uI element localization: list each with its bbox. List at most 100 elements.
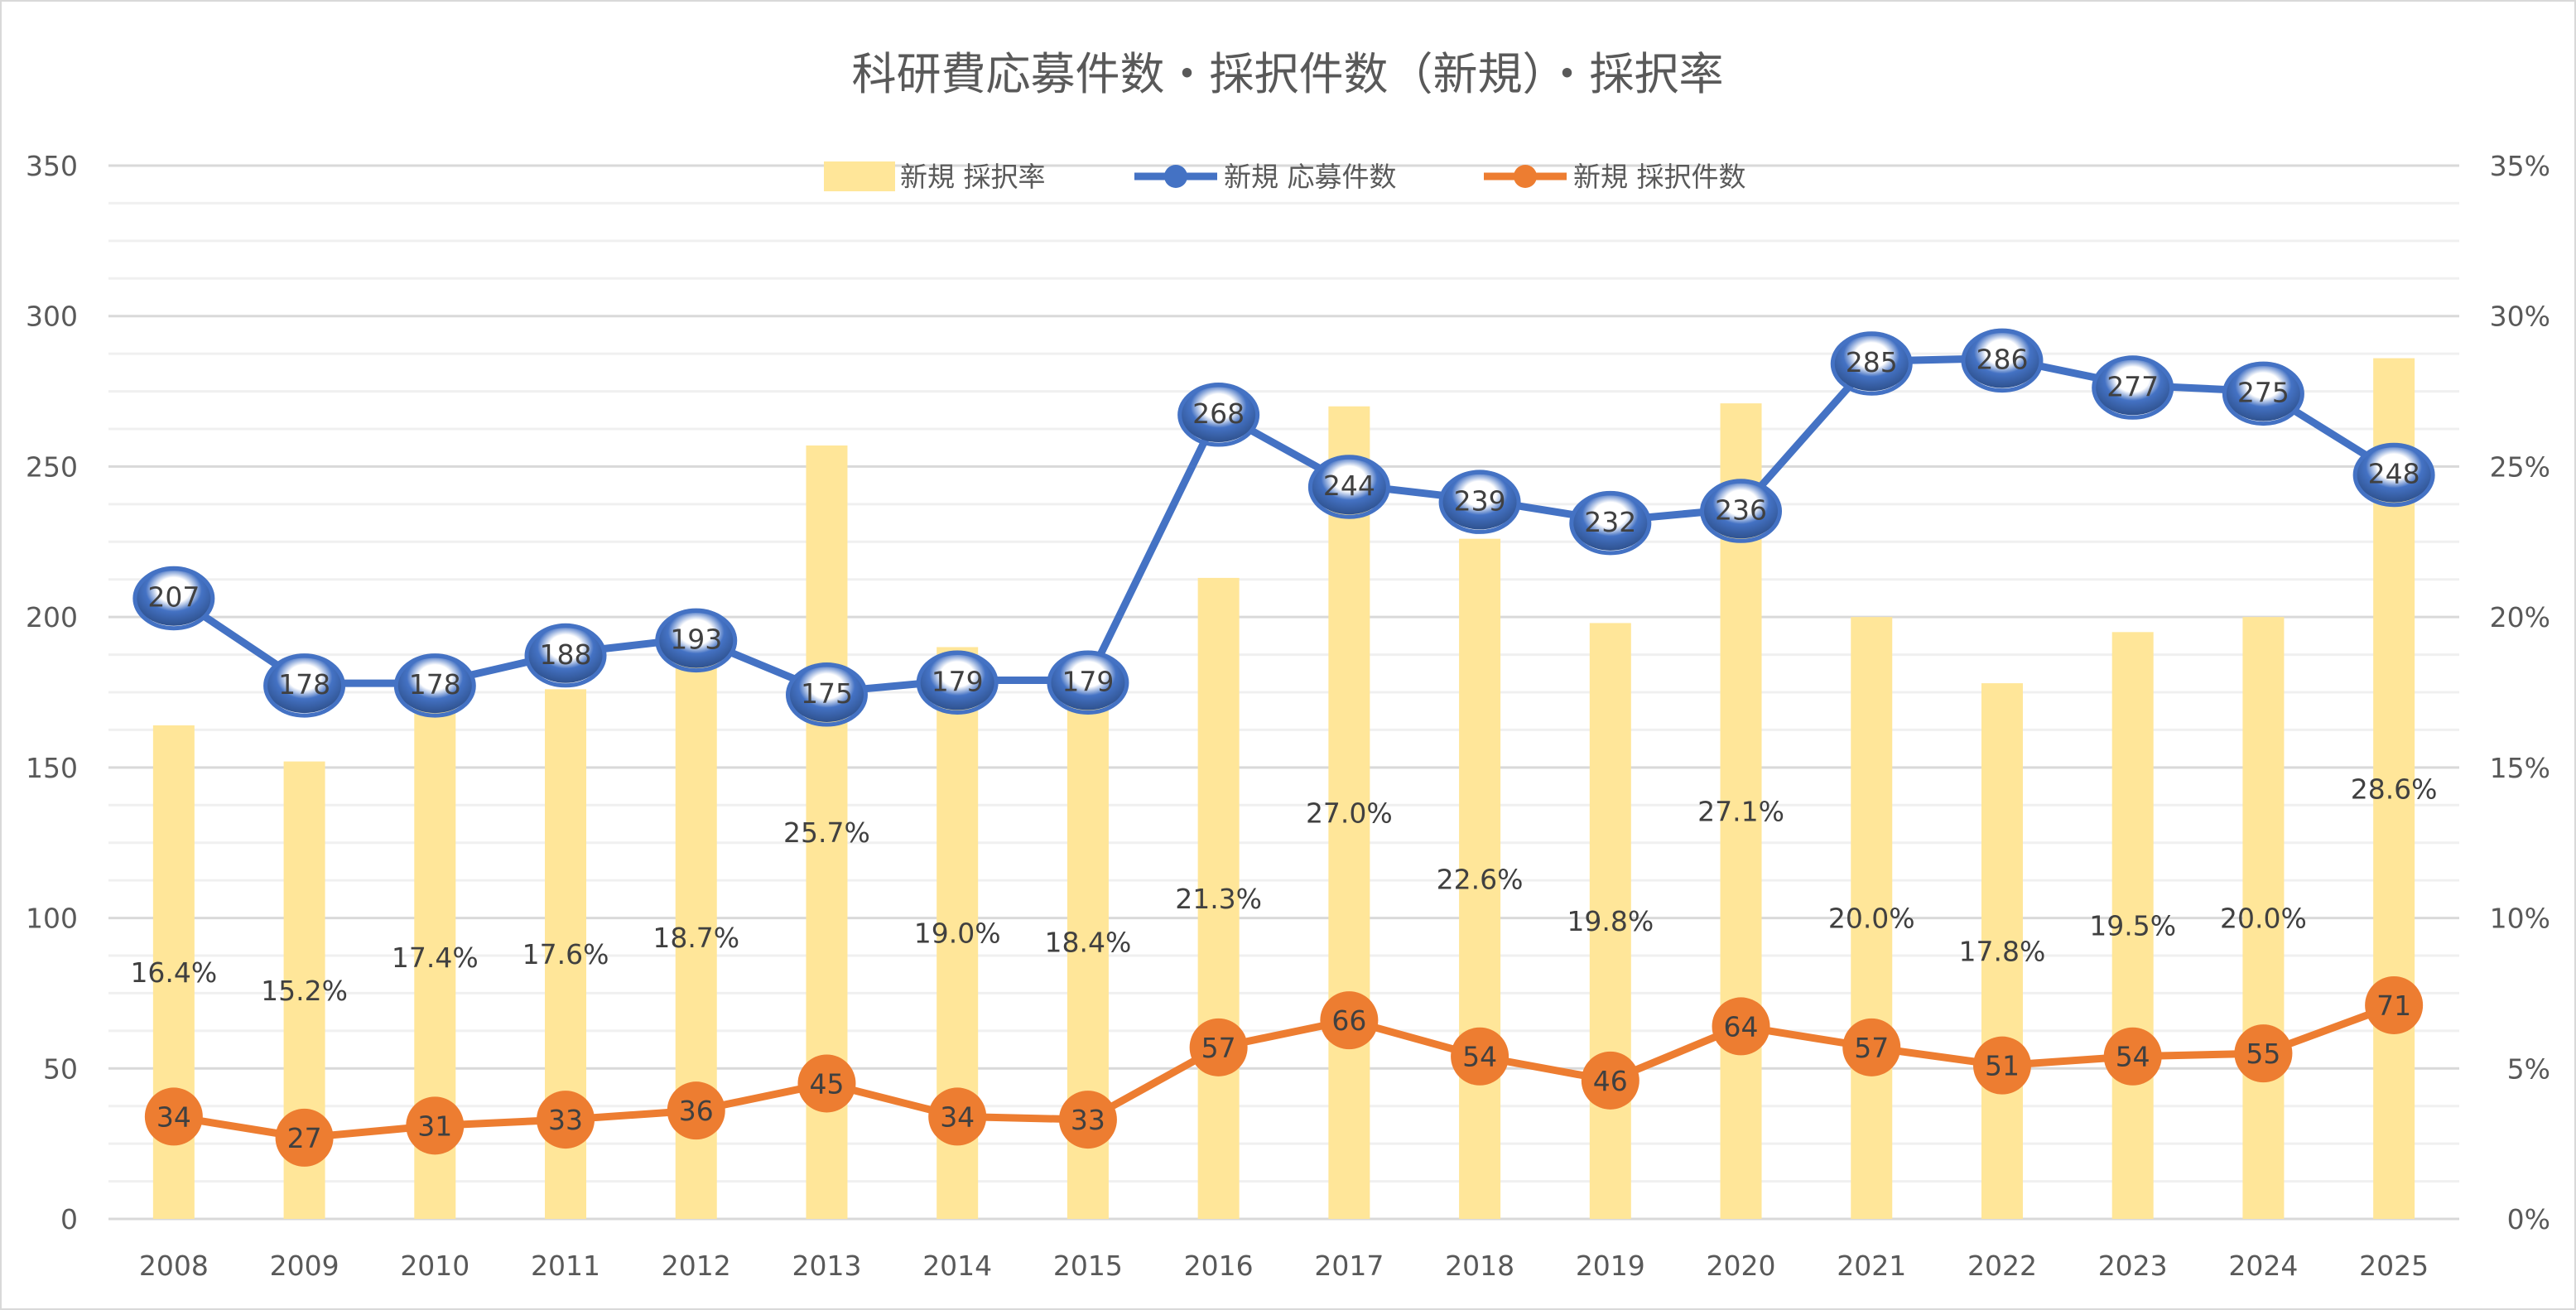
applications-label: 239 xyxy=(1454,484,1506,517)
applications-marker xyxy=(1832,331,1911,392)
left-axis-tick: 300 xyxy=(26,301,78,333)
applications-label: 175 xyxy=(801,677,853,710)
applications-marker xyxy=(787,662,866,722)
rate-bar xyxy=(1459,538,1501,1219)
adopted-marker xyxy=(1712,997,1770,1056)
applications-marker xyxy=(2224,361,2303,421)
applications-marker-ring xyxy=(263,653,346,718)
applications-label: 193 xyxy=(670,624,722,656)
applications-marker-ring xyxy=(1700,479,1783,543)
adopted-marker xyxy=(797,1054,856,1113)
adopted-marker xyxy=(1972,1036,2031,1095)
adopted-marker xyxy=(1320,991,1379,1050)
adopted-label: 31 xyxy=(417,1110,452,1142)
applications-label: 178 xyxy=(409,668,461,701)
x-axis-tick: 2017 xyxy=(1314,1250,1384,1282)
rate-bar xyxy=(2111,632,2154,1219)
right-axis-tick: 15% xyxy=(2490,752,2550,784)
applications-marker-ring xyxy=(1830,331,1913,396)
x-axis-tick: 2022 xyxy=(1967,1250,2037,1282)
x-axis-tick: 2025 xyxy=(2359,1250,2429,1282)
adopted-label: 34 xyxy=(156,1100,191,1133)
rate-bar-label: 22.6% xyxy=(1437,863,1524,895)
applications-marker-ring xyxy=(524,624,607,688)
applications-label: 236 xyxy=(1715,494,1767,526)
applications-marker-ring xyxy=(2352,443,2435,508)
right-axis-tick: 35% xyxy=(2490,150,2550,182)
left-axis-tick: 200 xyxy=(26,601,78,633)
adopted-marker xyxy=(406,1096,465,1155)
series-lines: 207 178 178 188 193 175 179 179 268 244 239 232 236 2… xyxy=(132,328,2435,1167)
adopted-label: 57 xyxy=(1854,1032,1889,1064)
x-axis-tick: 2013 xyxy=(792,1250,861,1282)
adopted-label: 57 xyxy=(1201,1032,1236,1064)
x-axis-tick: 2024 xyxy=(2228,1250,2298,1282)
rate-bar-label: 21.3% xyxy=(1175,883,1262,915)
legend-label-rate: 新規 採択率 xyxy=(900,161,1046,193)
adopted-label: 34 xyxy=(940,1100,975,1133)
applications-marker xyxy=(918,650,997,710)
applications-marker-ring xyxy=(1307,455,1390,519)
adopted-label: 27 xyxy=(287,1122,322,1154)
left-axis-tick: 100 xyxy=(26,903,78,935)
applications-marker-ring xyxy=(1047,650,1129,715)
adopted-label: 55 xyxy=(2246,1038,2280,1070)
x-axis-tick: 2010 xyxy=(400,1250,469,1282)
legend: 新規 採択率 新規 応募件数 新規 採択件数 xyxy=(824,161,1746,193)
applications-marker-ring xyxy=(916,650,999,715)
applications-label: 232 xyxy=(1584,506,1636,538)
applications-label: 268 xyxy=(1192,397,1245,430)
applications-line xyxy=(171,354,2396,696)
right-axis-tick: 10% xyxy=(2490,903,2550,935)
applications-marker xyxy=(1441,470,1519,530)
rate-bar xyxy=(1851,617,1893,1219)
adopted-label: 36 xyxy=(679,1095,714,1127)
applications-marker xyxy=(1571,490,1649,551)
adopted-label: 71 xyxy=(2376,990,2411,1022)
x-axis-tick: 2019 xyxy=(1576,1250,1645,1282)
rate-bar-label: 17.8% xyxy=(1959,936,2046,968)
x-axis-tick: 2021 xyxy=(1837,1250,1906,1282)
x-axis-tick: 2023 xyxy=(2098,1250,2168,1282)
applications-label: 179 xyxy=(932,665,984,697)
applications-label: 178 xyxy=(278,668,330,701)
right-axis-tick: 30% xyxy=(2490,301,2550,333)
rate-bar xyxy=(1328,406,1370,1219)
rate-bar-label: 17.6% xyxy=(522,938,609,970)
applications-label: 207 xyxy=(147,581,200,614)
left-axis-tick: 0 xyxy=(60,1203,78,1235)
applications-label: 277 xyxy=(2107,370,2159,402)
x-axis-tick: 2011 xyxy=(531,1250,600,1282)
applications-marker xyxy=(265,653,344,714)
rate-bar-label: 19.0% xyxy=(914,917,1001,950)
x-axis-tick: 2020 xyxy=(1707,1250,1776,1282)
x-axis-tick: 2008 xyxy=(139,1250,209,1282)
adopted-label: 64 xyxy=(1724,1010,1759,1043)
applications-marker xyxy=(2093,355,2172,416)
rate-bars: 16.4% 15.2% 17.4% 17.6% 18.7% 25.7% 19.0% 18.4%… xyxy=(130,358,2438,1220)
adopted-marker xyxy=(1189,1018,1248,1076)
applications-label: 248 xyxy=(2368,458,2420,490)
x-axis-tick: 2015 xyxy=(1053,1250,1123,1282)
rate-bar-label: 25.7% xyxy=(783,816,870,849)
right-axis-tick: 25% xyxy=(2490,450,2550,483)
rate-bar-label: 20.0% xyxy=(2220,903,2307,935)
adopted-label: 51 xyxy=(1985,1050,2020,1082)
rate-bar-label: 18.7% xyxy=(652,922,739,954)
x-axis-tick: 2016 xyxy=(1184,1250,1254,1282)
rate-bar-label: 20.0% xyxy=(1828,903,1915,935)
applications-marker xyxy=(396,653,474,714)
applications-marker-ring xyxy=(132,566,215,631)
chart-title: 科研費応募件数・採択件数（新規）・採択率 xyxy=(852,48,1724,100)
x-axis-tick: 2009 xyxy=(270,1250,339,1282)
adopted-marker xyxy=(537,1091,595,1149)
applications-label: 188 xyxy=(540,638,592,671)
applications-marker xyxy=(134,566,213,626)
applications-marker xyxy=(657,608,735,668)
x-axis-tick: 2014 xyxy=(922,1250,992,1282)
adopted-marker xyxy=(1451,1027,1509,1086)
applications-label: 285 xyxy=(1846,346,1898,378)
rate-bar-label: 28.6% xyxy=(2351,773,2438,805)
right-axis-tick: 5% xyxy=(2507,1052,2550,1085)
